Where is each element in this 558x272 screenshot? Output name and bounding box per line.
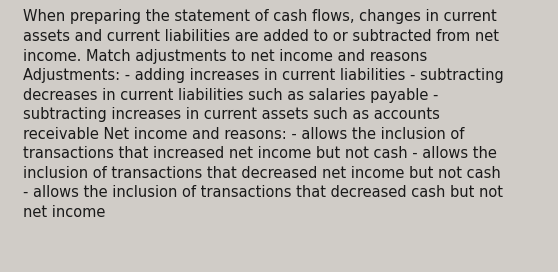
Text: When preparing the statement of cash flows, changes in current
assets and curren: When preparing the statement of cash flo… [23,10,504,220]
